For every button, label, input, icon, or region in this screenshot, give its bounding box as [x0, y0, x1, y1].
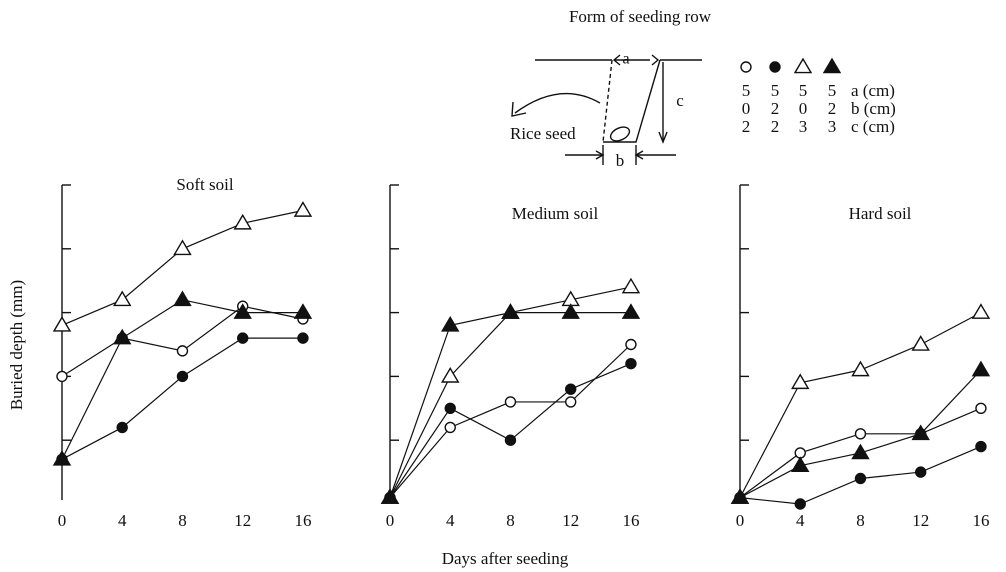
legend-value: 0: [799, 99, 808, 118]
legend-value: 2: [828, 99, 837, 118]
x-tick-label: 0: [386, 511, 395, 530]
series-line: [61, 209, 304, 326]
marker: [625, 357, 637, 370]
x-tick-label: 8: [856, 511, 865, 530]
legend-value: 0: [742, 99, 751, 118]
marker: [52, 449, 72, 466]
legend-value: 2: [742, 117, 751, 136]
marker: [911, 424, 930, 441]
marker: [176, 345, 189, 357]
marker: [791, 373, 810, 390]
legend-value: 3: [828, 117, 837, 136]
legend-value: 3: [799, 117, 808, 136]
marker: [975, 402, 987, 414]
x-tick-label: 12: [562, 511, 579, 530]
marker: [441, 315, 460, 332]
diagram-title: Form of seeding row: [569, 7, 712, 26]
marker: [441, 367, 460, 383]
marker: [176, 370, 189, 383]
marker: [854, 428, 867, 440]
marker: [911, 335, 930, 351]
marker: [233, 303, 252, 319]
marker: [851, 360, 870, 377]
series-line: [61, 305, 304, 377]
panel-title: Soft soil: [176, 175, 233, 194]
marker: [730, 488, 750, 504]
x-tick-label: 8: [178, 511, 187, 530]
marker: [501, 303, 520, 319]
marker: [794, 498, 806, 510]
panel-title: Hard soil: [849, 204, 912, 223]
legend-symbol: [793, 57, 813, 74]
legend-value: 2: [771, 99, 780, 118]
legend-symbol: [740, 61, 752, 73]
series-line: [739, 312, 982, 498]
marker: [444, 402, 456, 414]
panel-title: Medium soil: [512, 204, 599, 223]
marker: [565, 383, 577, 395]
series-line: [389, 363, 632, 498]
seeding-row-diagram: [511, 54, 702, 165]
seed-label: Rice seed: [510, 124, 576, 143]
marker: [293, 303, 313, 319]
label-b: b: [616, 151, 625, 170]
marker: [915, 466, 927, 478]
marker: [791, 456, 810, 473]
marker: [851, 443, 870, 460]
marker: [854, 472, 867, 485]
x-tick-label: 12: [234, 511, 251, 530]
legend-label: a (cm): [851, 81, 895, 100]
marker: [52, 315, 72, 332]
x-tick-label: 8: [506, 511, 515, 530]
marker: [504, 396, 517, 408]
x-tick-label: 4: [796, 511, 805, 530]
marker: [971, 303, 991, 319]
marker: [173, 290, 192, 307]
marker: [380, 488, 400, 504]
x-tick-label: 0: [58, 511, 67, 530]
marker: [173, 239, 192, 256]
x-tick-label: 0: [736, 511, 745, 530]
legend-label: b (cm): [851, 99, 896, 118]
y-axis-label: Buried depth (mm): [7, 280, 26, 410]
marker: [565, 396, 577, 408]
label-c: c: [676, 91, 684, 110]
marker: [237, 332, 249, 344]
marker: [504, 434, 517, 446]
marker: [561, 303, 580, 319]
marker: [56, 370, 68, 383]
marker: [971, 360, 991, 377]
marker: [233, 213, 252, 230]
legend-label: c (cm): [851, 117, 895, 136]
marker: [621, 277, 641, 294]
x-tick-label: 4: [446, 511, 455, 530]
legend-value: 5: [742, 81, 751, 100]
marker: [625, 338, 637, 351]
legend-value: 5: [828, 81, 837, 100]
legend-value: 5: [771, 81, 780, 100]
x-axis-label: Days after seeding: [442, 549, 569, 568]
marker: [113, 290, 132, 307]
series-line: [389, 344, 632, 499]
marker: [975, 440, 987, 453]
legend-symbol: [769, 61, 781, 73]
legend-symbol: [822, 57, 842, 74]
legend-value: 2: [771, 117, 780, 136]
label-a: a: [622, 51, 629, 68]
marker: [621, 303, 641, 319]
x-tick-label: 16: [622, 511, 639, 530]
marker: [297, 332, 309, 344]
marker: [113, 328, 132, 345]
marker: [293, 201, 313, 217]
x-tick-label: 16: [294, 511, 311, 530]
marker: [116, 421, 128, 434]
x-tick-label: 12: [912, 511, 929, 530]
legend-value: 5: [799, 81, 808, 100]
marker: [444, 421, 456, 434]
x-tick-label: 4: [118, 511, 127, 530]
x-tick-label: 16: [972, 511, 989, 530]
